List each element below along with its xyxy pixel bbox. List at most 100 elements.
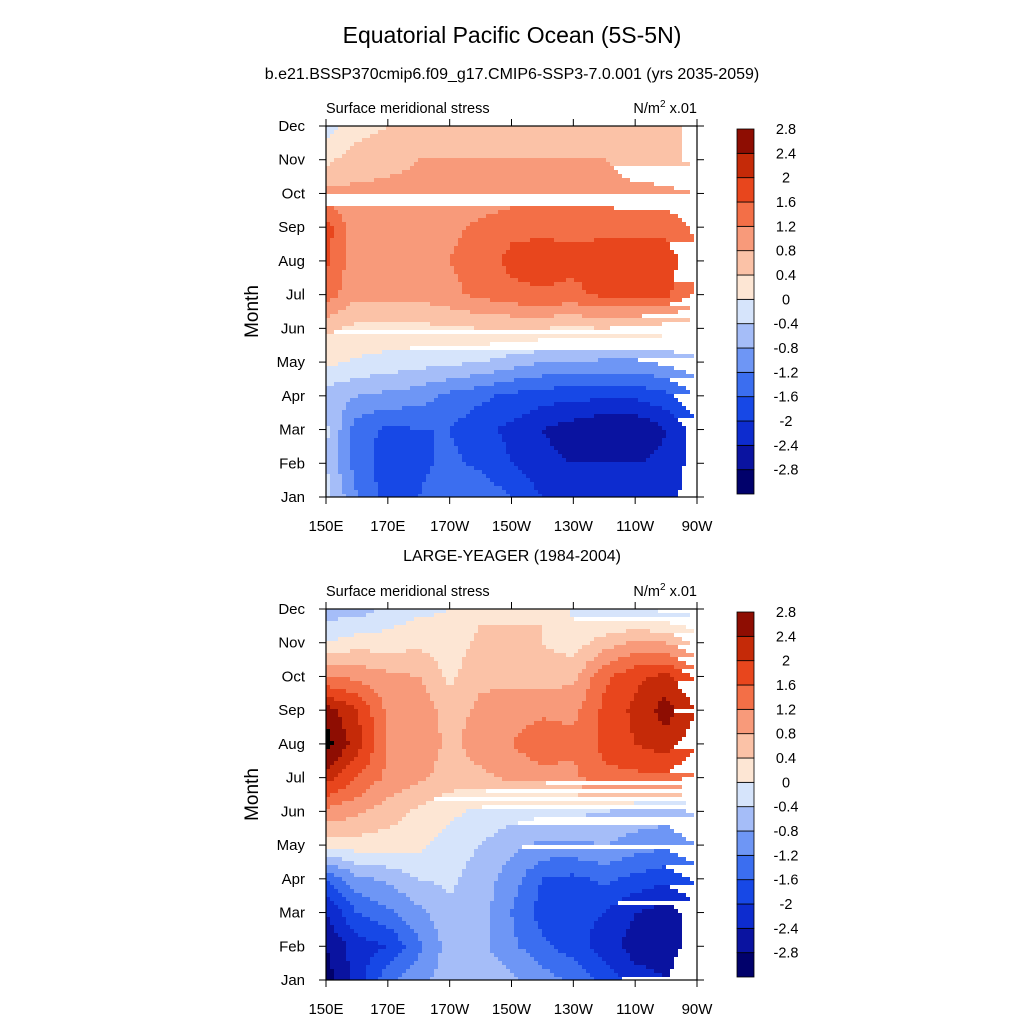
contour-cell	[606, 158, 682, 162]
contour-cell	[646, 677, 674, 681]
contour-cell	[350, 454, 374, 458]
contour-cell	[462, 661, 586, 665]
contour-cell	[418, 805, 482, 809]
contour-cell	[326, 893, 342, 897]
contour-cell	[374, 442, 434, 446]
contour-cell	[502, 438, 550, 442]
y-tick-label: Sep	[278, 702, 305, 719]
contour-cell	[430, 913, 490, 917]
contour-cell	[478, 625, 542, 629]
contour-cell	[346, 250, 454, 254]
contour-cell	[326, 657, 434, 661]
contour-cell	[434, 398, 490, 402]
contour-cell	[458, 242, 510, 246]
contour-cell	[410, 873, 462, 877]
contour-cell	[482, 765, 578, 769]
contour-cell	[326, 813, 358, 817]
contour-cell	[326, 617, 338, 621]
contour-cell	[582, 669, 598, 673]
colorbar-swatch	[736, 903, 755, 929]
contour-cell	[586, 290, 670, 294]
contour-cell	[490, 945, 518, 949]
contour-cell	[490, 398, 590, 402]
contour-cell	[326, 370, 398, 374]
contour-cell	[566, 458, 646, 462]
contour-cell	[490, 478, 530, 482]
contour-cell	[638, 769, 670, 773]
contour-cell	[378, 901, 414, 905]
contour-cell	[470, 310, 678, 314]
contour-cell	[326, 641, 470, 645]
contour-cell	[334, 901, 350, 905]
contour-cell	[326, 142, 354, 146]
contour-cell	[418, 957, 438, 961]
contour-cell	[494, 833, 626, 837]
y-tick-label: Jun	[281, 320, 305, 337]
y-tick-label: Dec	[278, 118, 305, 135]
contour-cell	[350, 741, 362, 745]
contour-cell	[634, 741, 678, 745]
contour-cell	[434, 613, 570, 617]
contour-cell	[490, 905, 514, 909]
contour-cell	[626, 641, 666, 645]
contour-cell	[490, 358, 598, 362]
colorbar-swatch	[736, 635, 755, 662]
contour-cell	[518, 390, 666, 394]
contour-cell	[546, 937, 590, 941]
contour-cell	[326, 430, 330, 434]
contour-cell	[338, 865, 386, 869]
contour-cell	[346, 817, 402, 821]
contour-cell	[602, 957, 630, 961]
contour-cell	[326, 909, 342, 913]
contour-cell	[370, 785, 410, 789]
contour-cell	[502, 961, 538, 965]
contour-cell	[354, 889, 398, 893]
contour-cell	[366, 701, 382, 705]
contour-cell	[558, 949, 594, 953]
contour-cell	[598, 653, 630, 657]
contour-cell	[434, 442, 454, 446]
contour-cell	[582, 701, 602, 705]
contour-cell	[586, 665, 602, 669]
contour-cell	[538, 490, 678, 494]
contour-cell	[362, 769, 382, 773]
contour-cell	[326, 933, 338, 937]
contour-cell	[342, 721, 358, 725]
colorbar-swatch	[736, 684, 755, 710]
contour-cell	[326, 637, 338, 641]
contour-cell	[602, 649, 686, 653]
contour-cell	[542, 881, 598, 885]
contour-cell	[350, 973, 366, 977]
contour-cell	[458, 238, 530, 242]
contour-cell	[510, 913, 534, 917]
contour-cell	[674, 713, 694, 717]
contour-cell	[326, 358, 350, 362]
contour-cell	[438, 717, 466, 721]
contour-cell	[494, 382, 678, 386]
contour-cell	[542, 929, 590, 933]
contour-cell	[422, 490, 506, 494]
contour-cell	[666, 238, 694, 242]
contour-cell	[326, 717, 342, 721]
contour-cell	[454, 442, 506, 446]
contour-cell	[426, 909, 490, 913]
panel-2: Jan Feb Mar Apr May Jun Jul Aug Sep Oct Nov Dec 150E…	[242, 582, 799, 1018]
contour-cell	[326, 649, 350, 653]
contour-cell	[346, 729, 362, 733]
contour-cell	[602, 913, 634, 917]
contour-cell	[518, 302, 562, 306]
contour-cell	[598, 717, 630, 721]
y-tick-label: Mar	[279, 905, 305, 922]
contour-cell	[554, 446, 658, 450]
contour-cell	[378, 434, 434, 438]
contour-cell	[326, 629, 382, 633]
left-string: Surface meridional stress	[326, 584, 490, 600]
contour-cell	[618, 973, 662, 977]
contour-cell	[330, 805, 374, 809]
contour-cell	[378, 977, 398, 980]
contour-cell	[326, 326, 342, 330]
contour-cell	[622, 941, 682, 945]
contour-cell	[610, 905, 654, 909]
contour-cell	[354, 486, 378, 490]
contour-cell	[326, 282, 342, 286]
